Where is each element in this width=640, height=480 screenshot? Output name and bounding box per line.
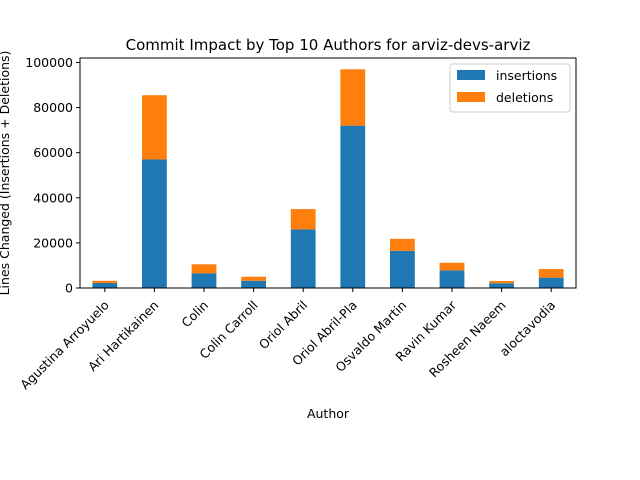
bar-insertions-ravin-kumar xyxy=(439,270,465,288)
bar-insertions-colin-carroll xyxy=(241,280,266,288)
x-axis-label: Author xyxy=(307,406,350,421)
legend: insertions deletions xyxy=(449,63,571,113)
chart-title: Commit Impact by Top 10 Authors for arvi… xyxy=(126,36,531,54)
y-axis-label: Lines Changed (Insertions + Deletions) xyxy=(0,51,12,296)
y-tick-label: 80000 xyxy=(33,100,73,115)
x-tick-label: Agustina Arroyuelo xyxy=(17,298,112,393)
bar-insertions-aloctavodia xyxy=(538,277,564,288)
bar-deletions-ari-hartikainen xyxy=(142,95,167,160)
bar-deletions-aloctavodia xyxy=(538,269,564,278)
bar-deletions-osvaldo-martin xyxy=(390,238,415,251)
y-tick-label: 100000 xyxy=(25,55,73,70)
bars xyxy=(92,69,564,288)
bar-deletions-colin xyxy=(191,264,217,274)
y-axis: 0 20000 40000 60000 80000 100000 xyxy=(25,55,80,296)
bar-insertions-colin xyxy=(191,273,217,288)
y-tick-label: 60000 xyxy=(33,145,73,160)
bar-insertions-oriol-abril xyxy=(290,229,316,288)
plot-frame xyxy=(79,57,577,289)
legend-label-deletions: deletions xyxy=(496,90,553,105)
bar-deletions-agustina-arroyuelo xyxy=(92,280,118,284)
bar-insertions-agustina-arroyuelo xyxy=(92,283,118,288)
legend-swatch-deletions xyxy=(457,92,485,102)
bar-insertions-ari-hartikainen xyxy=(142,159,167,288)
legend-swatch-insertions xyxy=(457,70,485,80)
bar-deletions-rosheen-naeem xyxy=(489,281,514,284)
bar-deletions-oriol-abril xyxy=(290,209,316,230)
bar-deletions-ravin-kumar xyxy=(439,262,465,271)
bar-insertions-rosheen-naeem xyxy=(489,283,514,288)
bar-insertions-oriol-abril-pla xyxy=(340,125,366,288)
legend-label-insertions: insertions xyxy=(496,68,557,83)
y-tick-label: 0 xyxy=(65,281,73,296)
bar-insertions-osvaldo-martin xyxy=(390,250,415,288)
y-tick-label: 40000 xyxy=(33,190,73,205)
bar-deletions-colin-carroll xyxy=(241,276,266,281)
bar-deletions-oriol-abril-pla xyxy=(340,69,366,126)
x-tick-label: Colin xyxy=(178,298,211,331)
y-tick-label: 20000 xyxy=(33,235,73,250)
